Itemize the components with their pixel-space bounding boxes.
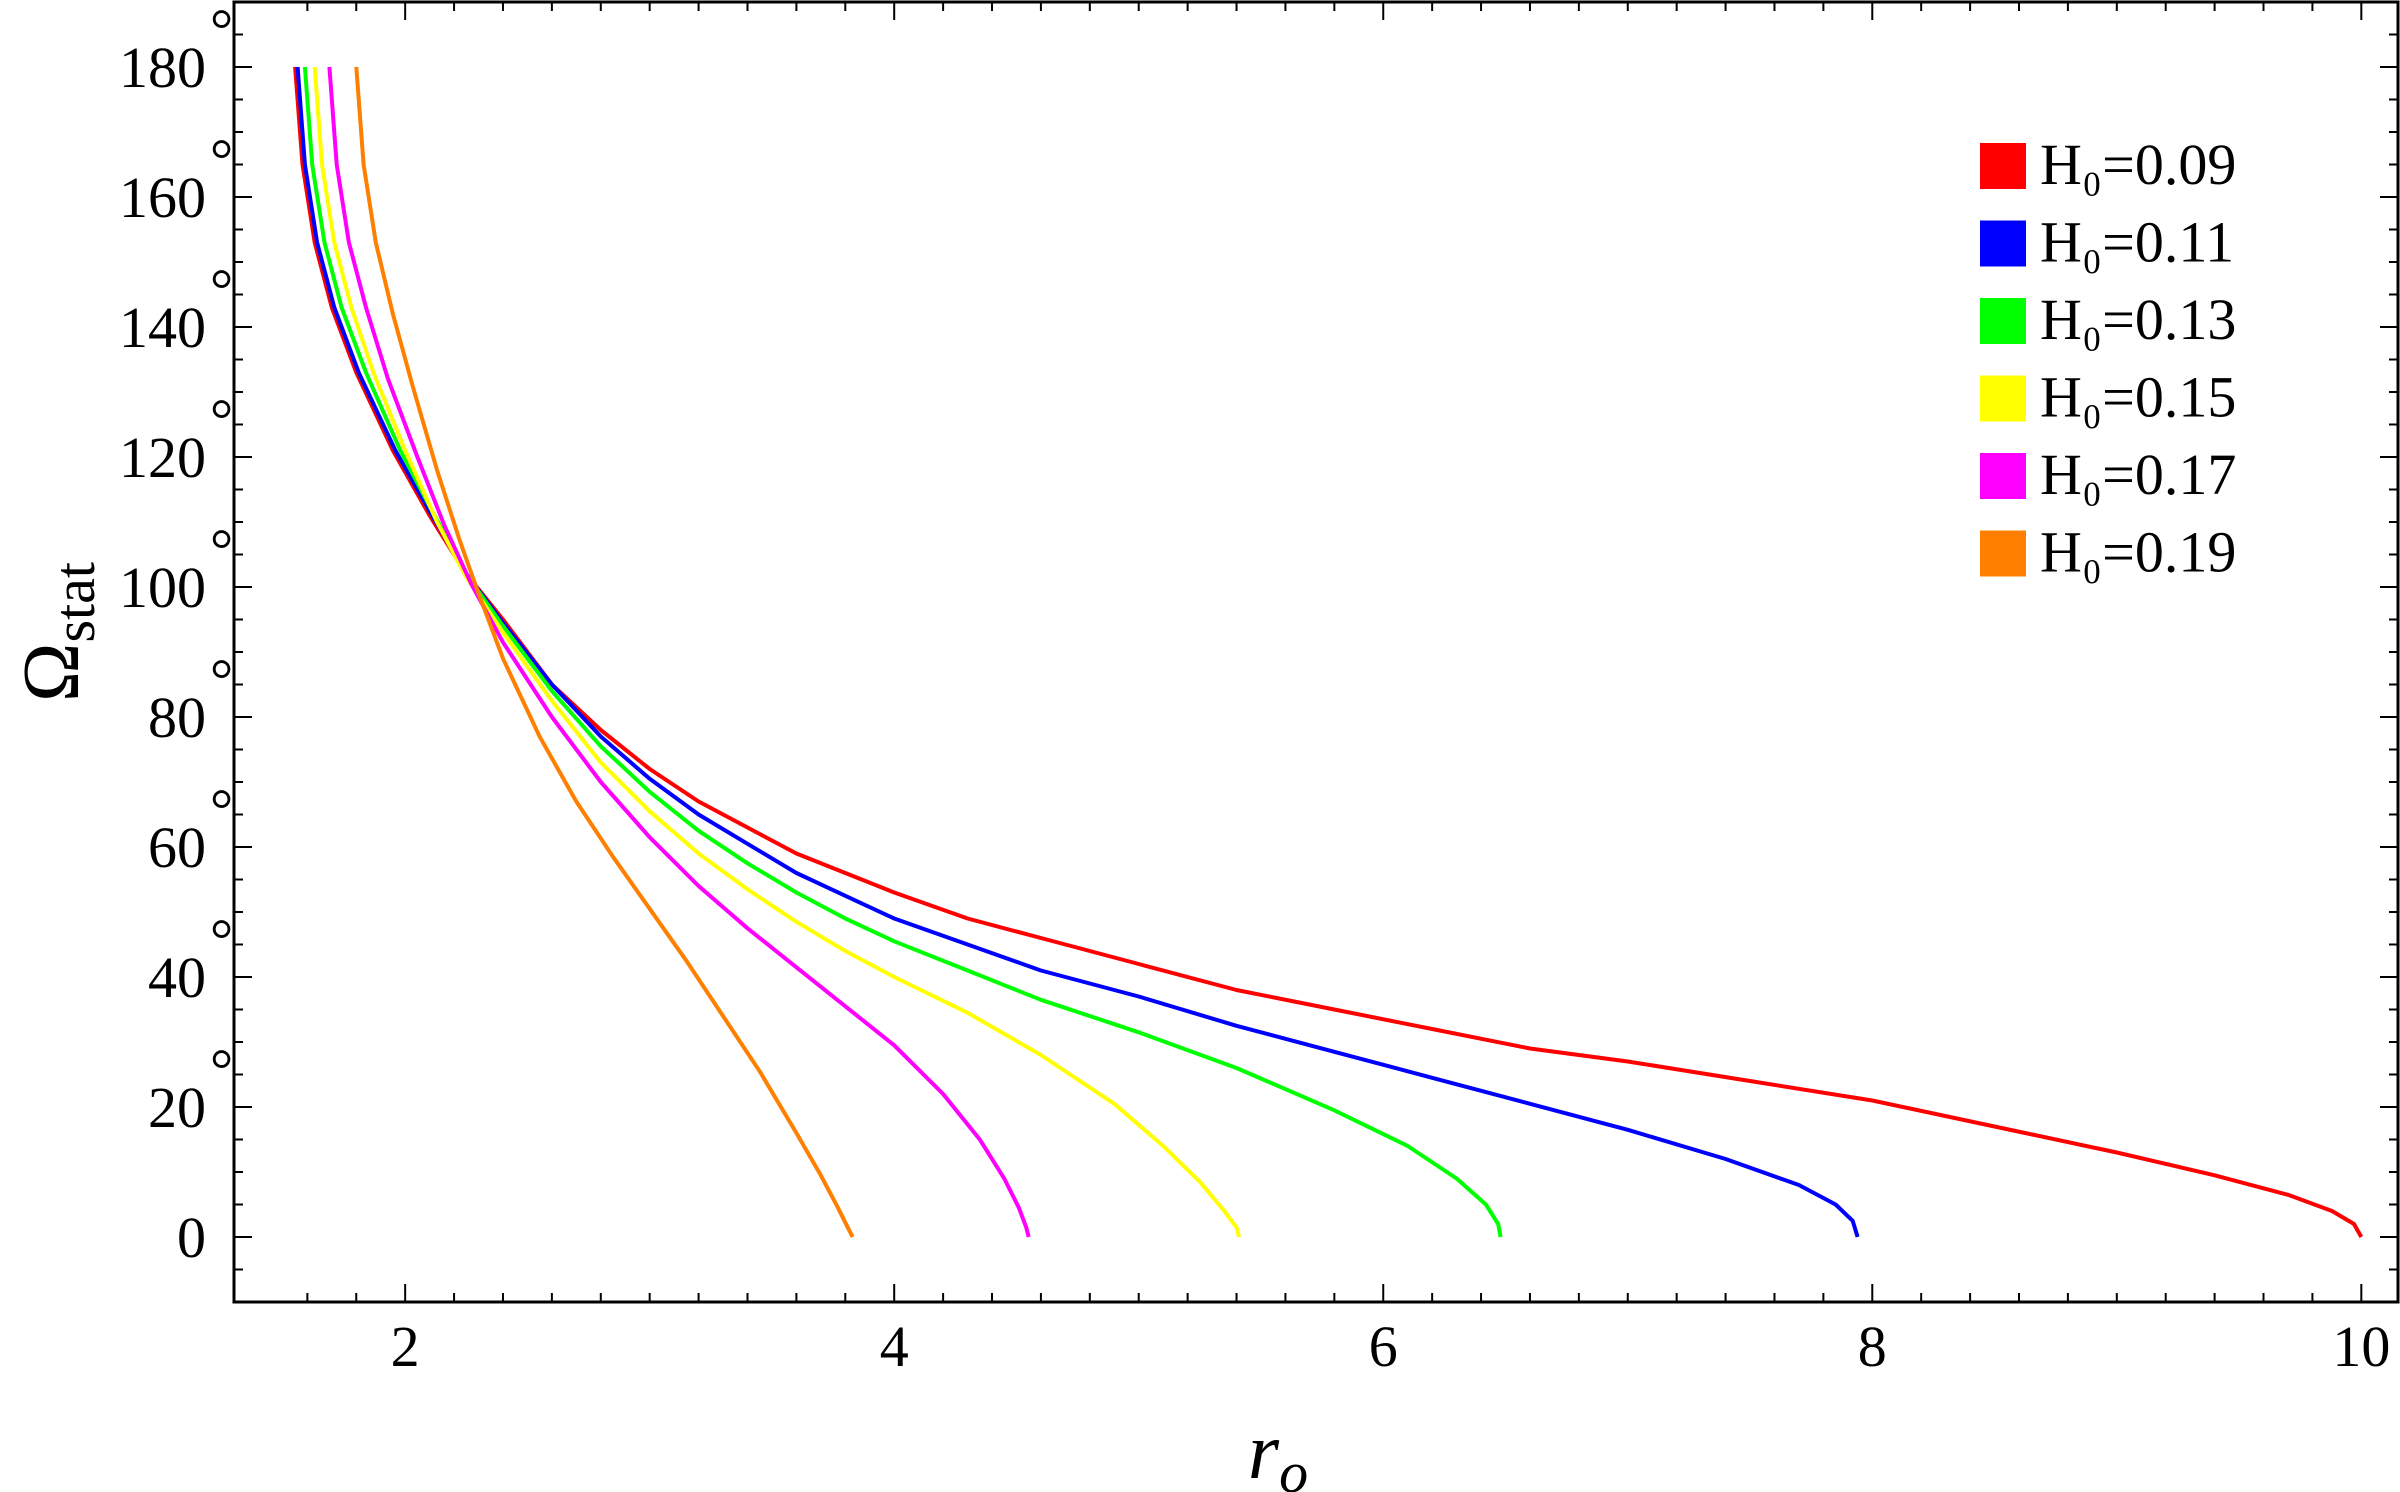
legend: H₀=0.09 H₀=0.11 H₀=0.13 H₀=0.15 H₀=0.17 H₀=0.… xyxy=(1980,132,2236,585)
series-line-0 xyxy=(293,66,2364,1238)
legend-swatch-5 xyxy=(1980,530,2026,577)
series-line-1 xyxy=(295,66,1860,1238)
y-axis-title-sub: stat xyxy=(42,562,107,643)
y-tick-label-5: 100 xyxy=(119,555,206,620)
y-tick-label-9: 180 xyxy=(119,35,206,100)
y-tick-label-4: 80 xyxy=(148,685,206,750)
y-tick-label-6: 120 xyxy=(119,425,206,490)
y-tick-degree-5: ° xyxy=(210,517,233,582)
x-axis-title-main: r xyxy=(1248,1408,1280,1492)
series-line-2 xyxy=(302,66,1503,1238)
y-axis-title-main: Ω xyxy=(8,643,96,702)
y-tick-label-1: 20 xyxy=(148,1075,206,1140)
legend-swatch-2 xyxy=(1980,298,2026,344)
legend-label-3: H₀=0.15 xyxy=(2040,365,2236,430)
y-tick-degree-2: ° xyxy=(210,907,233,972)
legend-label-1: H₀=0.11 xyxy=(2040,210,2234,275)
series-line-5 xyxy=(354,66,855,1238)
x-axis-title: ro xyxy=(1248,1408,1308,1492)
y-tick-degree-7: ° xyxy=(210,257,233,322)
y-tick-degree-9: ° xyxy=(210,0,233,62)
y-tick-label-2: 40 xyxy=(148,945,206,1010)
y-tick-label-8: 160 xyxy=(119,165,206,230)
ticks-layer xyxy=(234,2,2398,1302)
legend-swatch-4 xyxy=(1980,453,2026,499)
y-tick-degree-3: ° xyxy=(210,777,233,842)
x-tick-label-0: 2 xyxy=(391,1314,420,1379)
y-axis-title: Ωstat xyxy=(8,562,107,702)
y-tick-label-3: 60 xyxy=(148,815,206,880)
x-tick-label-2: 6 xyxy=(1369,1314,1398,1379)
y-tick-degree-1: ° xyxy=(210,1037,233,1102)
series-line-3 xyxy=(312,66,1241,1238)
legend-swatch-1 xyxy=(1980,220,2026,267)
legend-swatch-0 xyxy=(1980,143,2026,189)
legend-label-5: H₀=0.19 xyxy=(2040,520,2236,585)
x-tick-label-3: 8 xyxy=(1858,1314,1887,1379)
y-tick-degree-8: ° xyxy=(210,127,233,192)
series-layer xyxy=(293,66,2364,1238)
x-tick-label-1: 4 xyxy=(880,1314,909,1379)
legend-label-2: H₀=0.13 xyxy=(2040,287,2236,352)
legend-label-4: H₀=0.17 xyxy=(2040,442,2236,507)
x-axis-title-sub: o xyxy=(1279,1440,1308,1492)
legend-label-0: H₀=0.09 xyxy=(2040,132,2236,197)
y-tick-degree-4: ° xyxy=(210,647,233,712)
x-tick-label-4: 10 xyxy=(2332,1314,2390,1379)
series-line-4 xyxy=(327,66,1031,1238)
y-tick-label-7: 140 xyxy=(119,295,206,360)
y-tick-degree-6: ° xyxy=(210,387,233,452)
legend-swatch-3 xyxy=(1980,375,2026,422)
y-tick-label-0: 0 xyxy=(177,1205,206,1270)
